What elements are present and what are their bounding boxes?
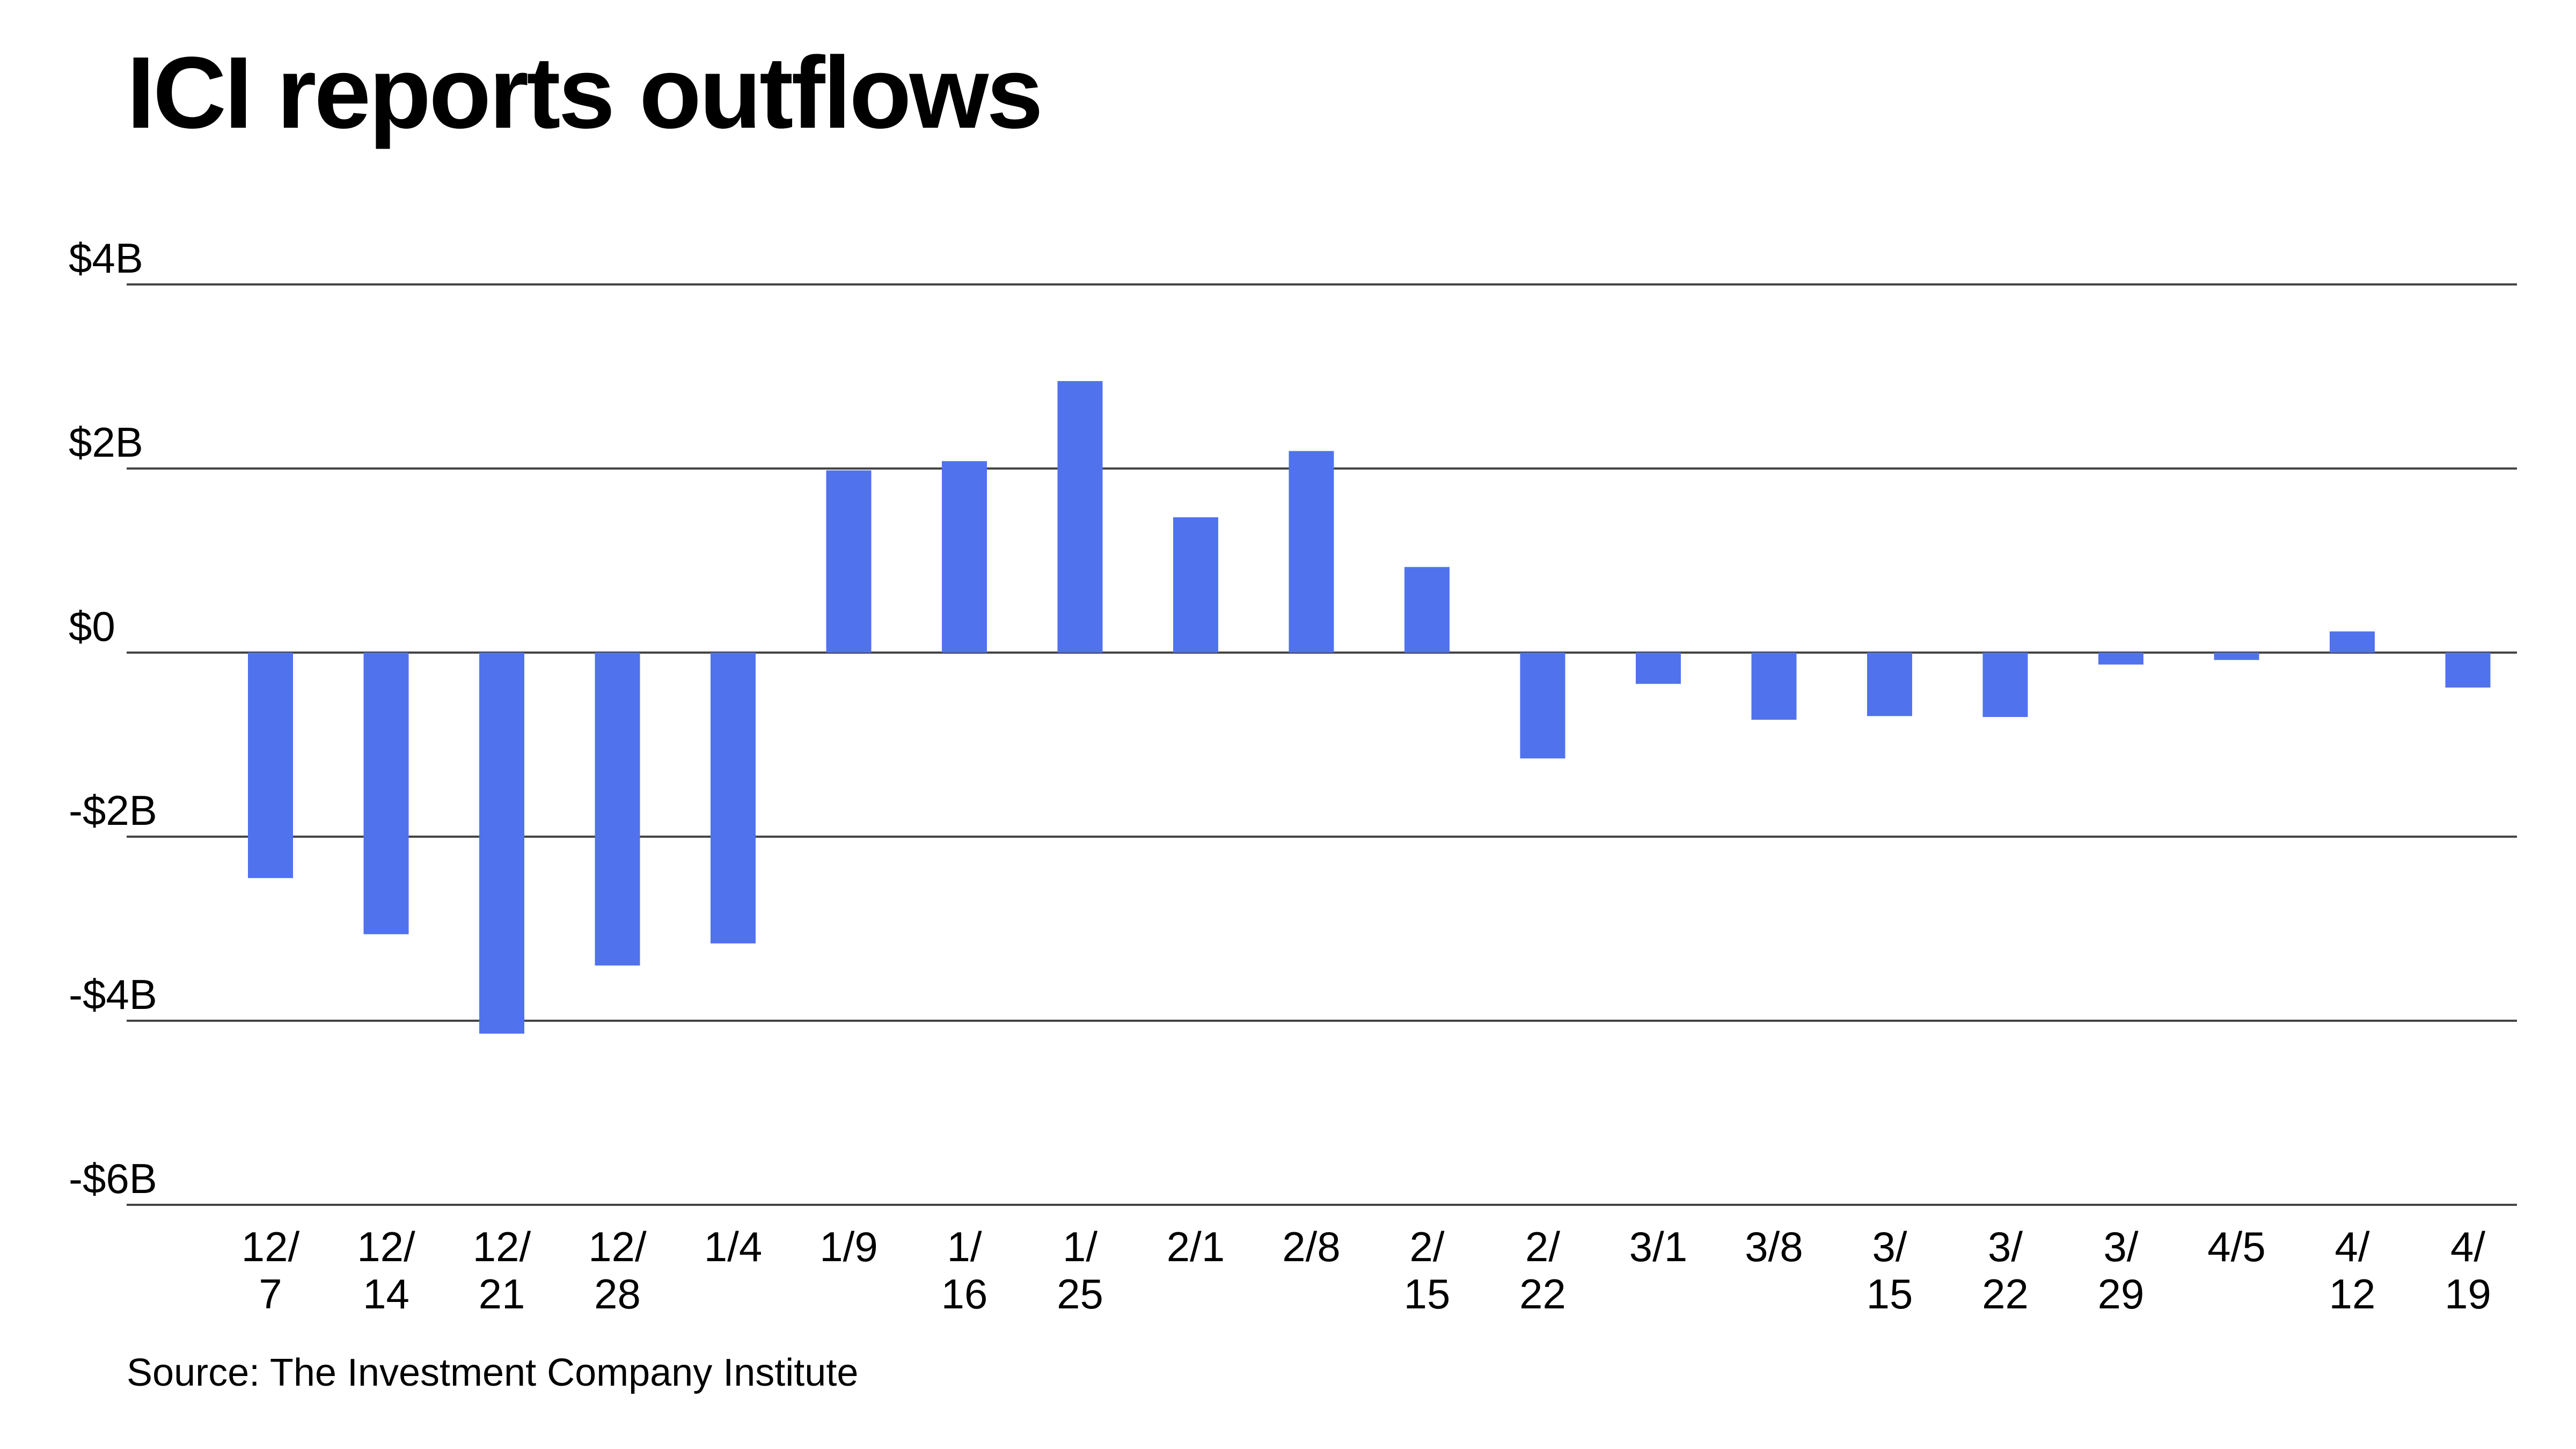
x-tick-label: 2/ <box>1525 1223 1560 1270</box>
x-tick-label: 1/4 <box>704 1223 762 1270</box>
x-tick-label: 16 <box>941 1270 988 1318</box>
y-axis-tick-labels: $4B $2B $0 -$2B -$4B -$6B <box>69 235 157 1202</box>
y-tick-label: -$2B <box>69 787 157 834</box>
bar <box>1057 381 1103 653</box>
x-tick-label: 2/8 <box>1282 1223 1340 1270</box>
bar <box>2214 653 2259 660</box>
bar <box>1867 653 1912 716</box>
x-tick-label: 12/ <box>357 1223 415 1270</box>
x-tick-label: 1/ <box>1063 1223 1097 1270</box>
x-tick-label: 7 <box>259 1270 282 1318</box>
bar <box>711 653 756 943</box>
chart-title: ICI reports outflows <box>127 36 1043 150</box>
bars <box>248 381 2491 1034</box>
y-tick-label: -$6B <box>69 1155 157 1202</box>
x-tick-label: 2/1 <box>1167 1223 1225 1270</box>
x-tick-label: 19 <box>2445 1270 2491 1318</box>
bar <box>1289 451 1334 653</box>
source-note: Source: The Investment Company Institute <box>127 1351 859 1394</box>
x-tick-label: 3/ <box>1988 1223 2023 1270</box>
bar <box>2330 631 2375 653</box>
bar <box>2445 653 2491 688</box>
x-tick-label: 3/ <box>1872 1223 1907 1270</box>
bar <box>2098 653 2143 665</box>
bar <box>1520 653 1565 759</box>
x-tick-label: 3/1 <box>1629 1223 1687 1270</box>
x-tick-label: 21 <box>479 1270 525 1318</box>
bar <box>1636 653 1681 684</box>
y-tick-label: $4B <box>69 235 143 282</box>
bar <box>248 653 293 879</box>
x-tick-label: 3/ <box>2103 1223 2138 1270</box>
x-tick-label: 12/ <box>241 1223 300 1270</box>
x-tick-label: 28 <box>594 1270 641 1318</box>
bar <box>1173 517 1218 653</box>
x-tick-label: 1/ <box>947 1223 982 1270</box>
x-tick-label: 12/ <box>473 1223 531 1270</box>
x-tick-label: 4/5 <box>2207 1223 2265 1270</box>
bar <box>826 470 872 653</box>
y-tick-label: -$4B <box>69 971 157 1018</box>
x-tick-label: 1/9 <box>819 1223 877 1270</box>
x-tick-label: 15 <box>1867 1270 1913 1318</box>
x-tick-label: 3/8 <box>1745 1223 1803 1270</box>
x-tick-label: 22 <box>1519 1270 1566 1318</box>
x-tick-label: 15 <box>1404 1270 1451 1318</box>
x-tick-label: 25 <box>1057 1270 1103 1318</box>
bar <box>942 461 987 653</box>
x-tick-label: 22 <box>1982 1270 2029 1318</box>
bar <box>595 653 640 966</box>
bar <box>363 653 409 934</box>
x-tick-label: 4/ <box>2450 1223 2485 1270</box>
x-tick-label: 2/ <box>1409 1223 1444 1270</box>
x-tick-label: 14 <box>363 1270 409 1318</box>
bar <box>1982 653 2028 718</box>
y-tick-label: $2B <box>69 419 143 466</box>
y-tick-label: $0 <box>69 603 115 650</box>
x-tick-label: 29 <box>2098 1270 2145 1318</box>
bar <box>1751 653 1797 720</box>
bar <box>1404 567 1450 653</box>
bar <box>479 653 524 1034</box>
x-tick-label: 12/ <box>588 1223 647 1270</box>
x-tick-label: 12 <box>2329 1270 2376 1318</box>
x-tick-label: 4/ <box>2334 1223 2369 1270</box>
